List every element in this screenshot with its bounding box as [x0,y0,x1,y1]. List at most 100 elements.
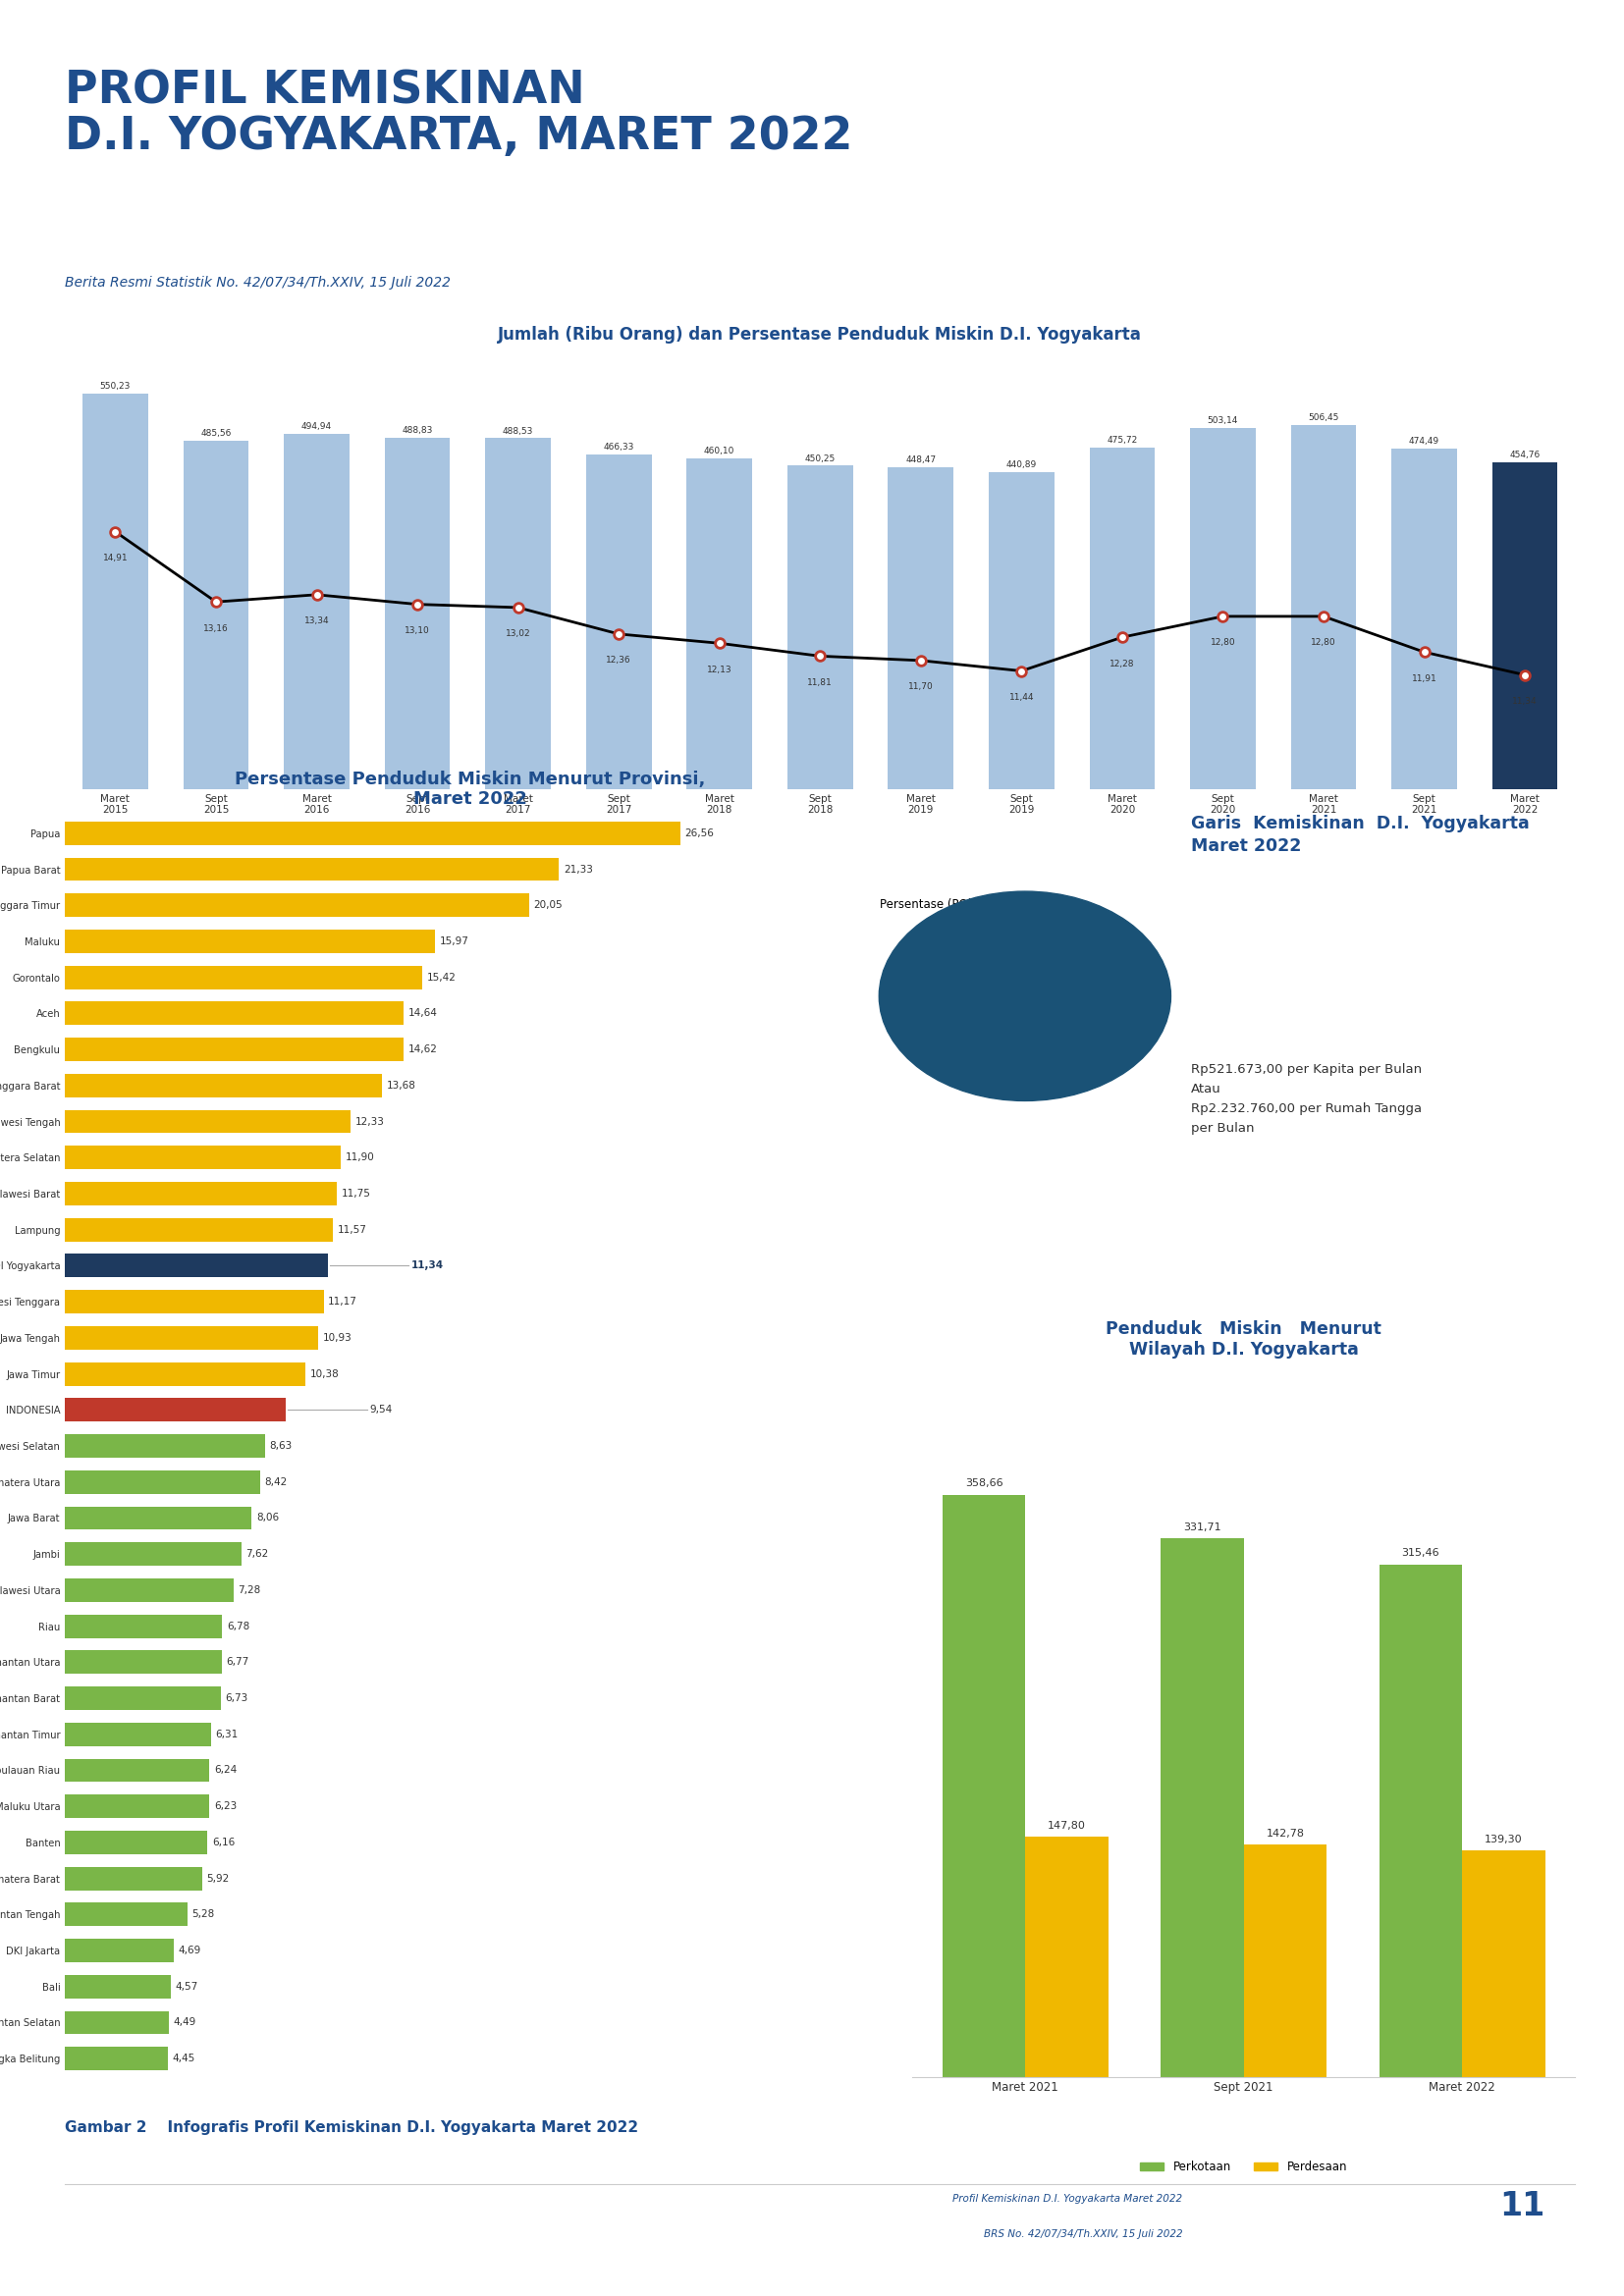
Text: 15,97: 15,97 [440,937,469,946]
Text: PROFIL KEMISKINAN
D.I. YOGYAKARTA, MARET 2022: PROFIL KEMISKINAN D.I. YOGYAKARTA, MARET… [65,69,853,158]
Text: 488,53: 488,53 [503,427,533,436]
Text: 12,33: 12,33 [356,1116,385,1127]
Text: 474,49: 474,49 [1410,436,1439,445]
Bar [184,441,248,790]
Bar [65,1290,323,1313]
Text: 448,47: 448,47 [906,455,935,464]
Bar [989,473,1054,790]
Bar [687,459,752,790]
Bar [65,1506,252,1529]
Title: Penduduk   Miskin   Menurut
Wilayah D.I. Yogyakarta: Penduduk Miskin Menurut Wilayah D.I. Yog… [1106,1320,1382,1359]
Bar [284,434,349,790]
Text: 5,92: 5,92 [206,1874,229,1883]
Bar [65,1722,211,1745]
Bar [65,930,435,953]
Bar [942,1495,1025,2076]
Bar [65,1327,318,1350]
Bar [65,1217,333,1242]
Text: 14,64: 14,64 [409,1008,438,1019]
Bar [486,439,551,790]
Text: Berita Resmi Statistik No. 42/07/34/Th.XXIV, 15 Juli 2022: Berita Resmi Statistik No. 42/07/34/Th.X… [65,276,451,289]
Text: 139,30: 139,30 [1484,1835,1523,1844]
Bar [65,1975,171,1998]
Text: Profil Kemiskinan D.I. Yogyakarta Maret 2022: Profil Kemiskinan D.I. Yogyakarta Maret … [953,2195,1182,2204]
Text: 13,16: 13,16 [203,625,229,634]
Text: 4,69: 4,69 [179,1945,201,1956]
Text: 8,63: 8,63 [270,1442,292,1451]
Text: 315,46: 315,46 [1402,1548,1439,1559]
Bar [1291,425,1356,790]
Text: 460,10: 460,10 [705,448,734,457]
Bar [788,466,853,790]
Text: 12,80: 12,80 [1311,638,1337,647]
Text: 454,76: 454,76 [1510,450,1540,459]
Bar [65,1614,222,1637]
Text: 8,06: 8,06 [257,1513,279,1522]
Bar [1392,448,1457,790]
Bar [1462,1851,1544,2076]
Text: Garis  Kemiskinan  D.I.  Yogyakarta
Maret 2022: Garis Kemiskinan D.I. Yogyakarta Maret 2… [1190,815,1530,856]
Bar [1161,1538,1244,2076]
Text: 5,28: 5,28 [192,1910,214,1919]
Legend: Perkotaan, Perdesaan: Perkotaan, Perdesaan [1135,2156,1351,2179]
Bar [65,1830,208,1855]
Text: 13,02: 13,02 [505,629,531,638]
Text: 142,78: 142,78 [1267,1828,1304,1839]
Circle shape [879,891,1171,1100]
Text: 466,33: 466,33 [604,443,633,452]
Text: 10,38: 10,38 [310,1368,339,1380]
Bar [888,466,953,790]
Bar [65,1903,187,1926]
Text: 12,36: 12,36 [606,657,632,666]
Bar [1090,448,1155,790]
Text: 11,34: 11,34 [411,1261,443,1270]
Text: 9,54: 9,54 [369,1405,391,1414]
Text: 7,28: 7,28 [239,1584,261,1596]
Text: 10,93: 10,93 [323,1334,352,1343]
Bar [65,1759,209,1782]
Text: 450,25: 450,25 [806,455,835,464]
Bar [65,1651,222,1674]
Title: Persentase Penduduk Miskin Menurut Provinsi,
Maret 2022: Persentase Penduduk Miskin Menurut Provi… [235,769,705,808]
Text: 6,31: 6,31 [216,1729,239,1738]
Text: BRS No. 42/07/34/Th.XXIV, 15 Juli 2022: BRS No. 42/07/34/Th.XXIV, 15 Juli 2022 [984,2229,1182,2239]
Bar [1025,1837,1108,2076]
Title: Jumlah (Ribu Orang) dan Persentase Penduduk Miskin D.I. Yogyakarta: Jumlah (Ribu Orang) dan Persentase Pendu… [499,326,1142,342]
Bar [65,1109,351,1134]
Bar [65,1867,201,1890]
Text: 4,57: 4,57 [175,1981,198,1991]
Text: 6,23: 6,23 [214,1802,237,1812]
Bar [65,1543,242,1566]
Bar [65,1435,265,1458]
Bar [385,439,450,790]
Text: 13,10: 13,10 [404,627,430,636]
Bar [65,967,422,990]
Text: 11,34: 11,34 [1512,698,1538,705]
Text: 4,49: 4,49 [174,2018,197,2027]
Text: 13,34: 13,34 [304,618,330,625]
Text: 11,44: 11,44 [1009,693,1034,703]
Text: 26,56: 26,56 [685,829,715,838]
Text: 11: 11 [1499,2190,1544,2223]
Text: 14,91: 14,91 [102,553,128,563]
Text: 21,33: 21,33 [564,863,593,875]
Text: 11,81: 11,81 [807,677,833,687]
Bar [65,1254,328,1277]
Bar [65,1469,260,1495]
Text: Gambar 2    Infografis Profil Kemiskinan D.I. Yogyakarta Maret 2022: Gambar 2 Infografis Profil Kemiskinan D.… [65,2122,638,2135]
Text: 11,90: 11,90 [346,1153,375,1162]
Bar [65,1182,338,1205]
Text: 6,78: 6,78 [227,1621,250,1630]
Text: 8,42: 8,42 [265,1476,287,1488]
Bar [83,395,148,790]
Text: 358,66: 358,66 [965,1479,1002,1488]
Bar [65,893,529,916]
Bar [65,1362,305,1384]
Text: Rp521.673,00 per Kapita per Bulan
Atau
Rp2.232.760,00 per Rumah Tangga
per Bulan: Rp521.673,00 per Kapita per Bulan Atau R… [1190,1063,1421,1134]
Bar [65,1075,382,1097]
Text: 15,42: 15,42 [427,974,456,983]
Text: 506,45: 506,45 [1309,413,1338,422]
Bar [586,455,651,790]
Text: 12,28: 12,28 [1109,659,1135,668]
Text: 550,23: 550,23 [101,381,130,390]
